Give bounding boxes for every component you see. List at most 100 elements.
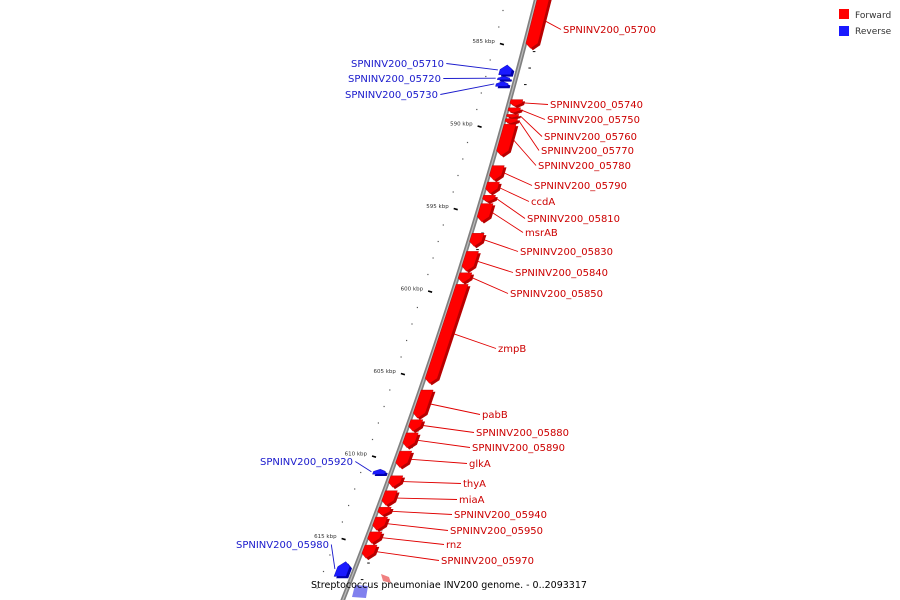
minor-tick-dot bbox=[466, 141, 469, 144]
label-leader-line bbox=[545, 20, 562, 30]
gene-label: SPNINV200_05770 bbox=[541, 146, 634, 157]
legend-label-reverse: Reverse bbox=[855, 27, 892, 37]
minor-tick-dot bbox=[480, 92, 482, 94]
gene-feature-spninv200_05880[interactable] bbox=[408, 419, 424, 432]
label-leader-line bbox=[355, 461, 372, 473]
kbp-tick-mark bbox=[427, 290, 433, 293]
minor-tick-dot bbox=[437, 240, 439, 243]
gene-label: SPNINV200_05980 bbox=[236, 540, 329, 551]
gene-label: SPNINV200_05890 bbox=[472, 443, 565, 454]
label-leader-line bbox=[402, 481, 462, 484]
gene-label: SPNINV200_05780 bbox=[538, 161, 631, 172]
gene-feature-spninv200_05760[interactable] bbox=[506, 114, 520, 119]
minor-tick-dot bbox=[389, 389, 391, 391]
legend-swatch-forward bbox=[839, 9, 849, 19]
gene-feature-layer bbox=[333, 0, 552, 598]
label-leader-line bbox=[513, 139, 537, 166]
gene-label: rnz bbox=[446, 540, 462, 551]
gene-label: pabB bbox=[482, 410, 508, 421]
label-leader-line bbox=[492, 212, 524, 233]
inner-tick-mark bbox=[524, 84, 527, 86]
gene-feature-spninv200_05780[interactable] bbox=[496, 124, 517, 156]
minor-tick-dot bbox=[485, 75, 487, 78]
gene-feature-spninv200_05710[interactable] bbox=[498, 64, 513, 76]
gene-label-layer: SPNINV200_05700 SPNINV200_05710 SPNINV200_… bbox=[236, 25, 656, 567]
minor-tick-dot bbox=[322, 570, 325, 573]
label-leader-layer bbox=[330, 20, 562, 570]
minor-tick-dot bbox=[371, 438, 374, 441]
gene-label: miaA bbox=[459, 495, 485, 506]
gene-label: SPNINV200_05730 bbox=[345, 90, 438, 101]
gene-label: SPNINV200_05750 bbox=[547, 115, 640, 126]
gene-label: SPNINV200_05840 bbox=[515, 268, 608, 279]
gene-feature-spninv200_05700[interactable] bbox=[525, 0, 551, 49]
kbp-tick-label: 595 kbp bbox=[426, 204, 449, 210]
minor-tick-dot bbox=[498, 26, 500, 28]
minor-tick-dot bbox=[341, 521, 343, 523]
gene-label: SPNINV200_05950 bbox=[450, 526, 543, 537]
gene-feature-partial-forward bbox=[381, 574, 391, 583]
gene-feature-spninv200_05770[interactable] bbox=[504, 118, 518, 124]
kbp-tick-label: 585 kbp bbox=[472, 39, 495, 45]
label-leader-line bbox=[518, 120, 540, 151]
inner-tick-mark bbox=[367, 562, 370, 564]
kbp-tick-mark bbox=[400, 372, 406, 376]
kbp-tick-mark bbox=[371, 455, 377, 458]
minor-tick-dot bbox=[442, 224, 444, 226]
label-leader-line bbox=[520, 115, 543, 137]
gene-feature-rnz[interactable] bbox=[367, 531, 383, 544]
inner-tick-mark bbox=[360, 579, 364, 581]
minor-tick-dot bbox=[452, 191, 454, 193]
strand-legend: Forward Reverse bbox=[839, 9, 892, 37]
gene-feature-zmpb[interactable] bbox=[424, 284, 469, 384]
inner-tick-mark bbox=[481, 232, 484, 234]
label-leader-line bbox=[376, 551, 440, 561]
gene-feature-spninv200_05950[interactable] bbox=[372, 516, 388, 531]
gene-label: SPNINV200_05760 bbox=[544, 132, 637, 143]
minor-tick-dot bbox=[489, 59, 491, 61]
genome-backbone-layer bbox=[340, 0, 539, 600]
gene-feature-spninv200_05790[interactable] bbox=[489, 165, 505, 181]
gene-feature-miaa[interactable] bbox=[381, 490, 398, 506]
gene-feature-spninv200_05810[interactable] bbox=[482, 195, 496, 203]
minor-tick-dot bbox=[406, 339, 408, 342]
gene-feature-pabb[interactable] bbox=[413, 389, 434, 419]
gene-feature-spninv200_05920[interactable] bbox=[372, 468, 386, 475]
gene-label: SPNINV200_05710 bbox=[351, 59, 444, 70]
gene-feature-glka[interactable] bbox=[395, 450, 413, 468]
gene-label: SPNINV200_05830 bbox=[520, 247, 613, 258]
gene-feature-spninv200_05740[interactable] bbox=[509, 99, 524, 107]
gene-feature-msrab[interactable] bbox=[476, 203, 494, 222]
genome-caption: Streptococcus pneumoniae INV200 genome. … bbox=[311, 580, 587, 591]
gene-feature-spninv200_05980[interactable] bbox=[333, 561, 351, 577]
gene-feature-thya[interactable] bbox=[388, 475, 404, 488]
minor-tick-dot bbox=[427, 273, 429, 276]
label-leader-line bbox=[521, 109, 546, 120]
minor-tick-dot bbox=[502, 9, 504, 12]
gene-feature-spninv200_05730[interactable] bbox=[495, 81, 509, 87]
label-leader-line bbox=[440, 83, 495, 95]
kbp-tick-mark bbox=[477, 125, 482, 128]
kbp-tick-label: 600 kbp bbox=[401, 287, 424, 293]
label-leader-line bbox=[330, 544, 336, 570]
label-leader-line bbox=[387, 523, 449, 531]
gene-feature-spninv200_05940[interactable] bbox=[377, 507, 392, 516]
label-leader-line bbox=[417, 439, 471, 448]
minor-tick-dot bbox=[377, 422, 379, 424]
gene-feature-spninv200_05750[interactable] bbox=[507, 107, 521, 114]
gene-feature-spninv200_05970[interactable] bbox=[361, 544, 378, 559]
gene-feature-spninv200_05850[interactable] bbox=[457, 272, 473, 284]
gene-feature-ccda[interactable] bbox=[485, 181, 500, 194]
gene-label: SPNINV200_05970 bbox=[441, 556, 534, 567]
gene-feature-spninv200_05890[interactable] bbox=[402, 432, 419, 449]
inner-tick-mark bbox=[532, 51, 536, 53]
gene-label: SPNINV200_05700 bbox=[563, 25, 656, 36]
gene-feature-spninv200_05720[interactable] bbox=[497, 76, 511, 81]
minor-tick-dot bbox=[462, 158, 464, 160]
label-leader-line bbox=[504, 172, 533, 186]
gene-label: SPNINV200_05880 bbox=[476, 428, 569, 439]
minor-tick-dot bbox=[360, 471, 362, 474]
gene-feature-spninv200_05840[interactable] bbox=[461, 251, 479, 272]
gene-feature-spninv200_05830[interactable] bbox=[469, 233, 485, 247]
